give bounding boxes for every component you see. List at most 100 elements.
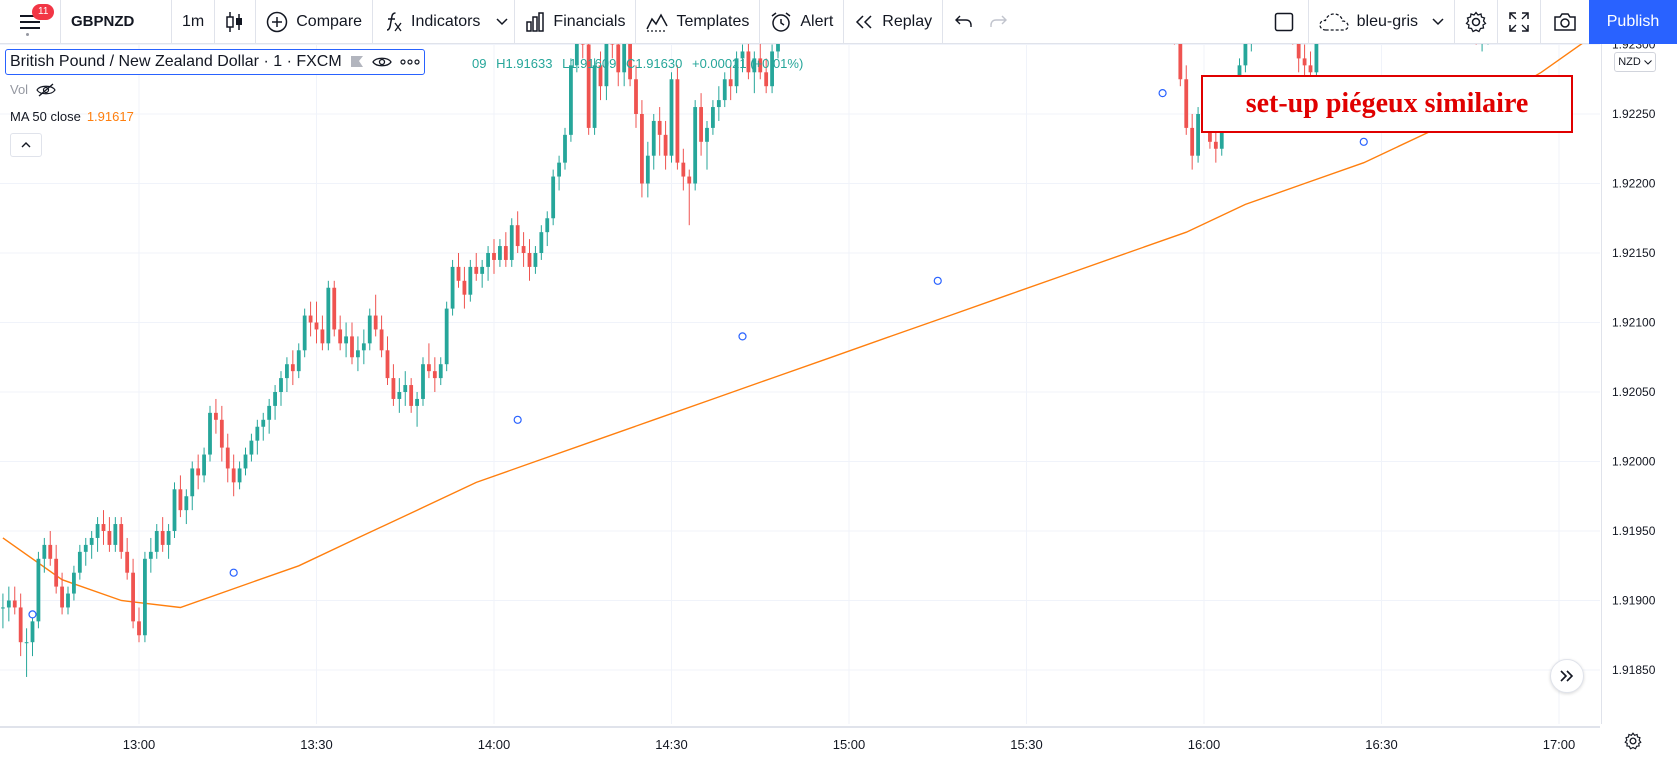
indicators-dropdown-button[interactable] [490,0,514,44]
candle-body [66,593,70,608]
candle [432,357,437,392]
symbol-search-button[interactable]: GBPNZD [71,13,135,30]
candle [113,517,118,552]
fullscreen-button[interactable] [1498,0,1540,44]
flag-button[interactable] [350,55,364,69]
candle [592,58,597,135]
financials-label: Financials [553,12,626,30]
chart-pane[interactable] [0,44,1600,724]
price-chart[interactable] [0,44,1600,724]
candle [296,343,301,379]
collapse-legend-button[interactable] [10,133,42,157]
volume-legend[interactable]: Vol [10,82,56,97]
candle-body [450,266,455,309]
candle-body [338,329,343,344]
annotation-textbox[interactable]: set-up piégeux similaire [1201,75,1573,133]
candle [1190,114,1195,170]
main-menu-button[interactable]: 11 [0,0,60,44]
candle-body [545,218,550,233]
toolbar-divider [1497,0,1498,44]
redo-button[interactable] [981,0,1015,44]
ma-legend[interactable]: MA 50 close 1.91617 [10,109,134,124]
candle [373,294,378,337]
axis-settings-button[interactable] [1624,732,1642,755]
plus-circle-icon [266,11,288,32]
alert-button[interactable]: Alert [760,0,843,44]
candle [486,246,490,281]
candle-body [462,280,467,295]
undo-button[interactable] [943,0,981,44]
replay-button[interactable]: Replay [844,0,942,44]
templates-button[interactable]: Templates [636,0,759,44]
settings-button[interactable] [1455,0,1497,44]
candle [36,551,41,629]
eye-crossed-icon[interactable] [36,83,56,97]
candle-body [137,621,141,636]
candle-body [456,266,461,281]
candle [580,44,585,59]
indicators-button[interactable]: Indicators [373,0,490,44]
candle-body [480,266,485,274]
cloud-icon [1318,13,1349,31]
candle-body [196,468,201,476]
candle-body [699,107,703,142]
candle [728,65,733,101]
candle [557,155,561,191]
candle-body [533,253,538,267]
candle [545,211,550,247]
candle-body [640,114,644,184]
candle-body [391,378,396,399]
layout-manager-button[interactable]: bleu-gris [1309,0,1454,44]
candle [468,259,473,302]
candle [574,44,579,73]
financials-button[interactable]: Financials [515,0,635,44]
compare-button[interactable]: Compare [256,0,372,44]
top-toolbar: 11 GBPNZD 1m Compare Indicators [0,0,1677,44]
candle [219,405,224,462]
candle-body [1213,141,1218,149]
fullscreen-layout-button[interactable] [1260,0,1308,44]
chevron-up-icon [21,142,31,148]
candle-body [308,315,313,323]
toolbar-divider [372,0,374,44]
menu-dot-indicator [26,32,29,36]
candle [645,141,650,198]
candle-body [521,246,526,253]
candle-body [208,412,212,455]
candle [12,586,17,615]
chart-type-button[interactable] [215,0,255,44]
time-axis-scale: 13:00 13:30 14:00 14:30 15:00 15:30 16:00 16:30… [0,727,1600,752]
visibility-button[interactable] [371,55,392,69]
time-axis[interactable]: 13:00 13:30 14:00 14:30 15:00 15:30 16:00 16:30… [0,726,1600,759]
candle [344,322,348,358]
price-tick-label: 1.91850 [1612,663,1656,677]
trade-marker [28,610,37,619]
candle-body [764,72,769,87]
candle [391,364,396,406]
candle [255,419,260,455]
candle-body [255,426,260,441]
candle-body [326,287,331,344]
candle-body [1178,44,1183,80]
candle [734,51,739,94]
candle-body [184,496,189,511]
price-tick-label: 1.92150 [1612,246,1656,260]
candle [261,412,266,441]
more-options-button[interactable] [400,59,420,65]
candle-body [344,336,348,344]
scroll-to-realtime-button[interactable] [1550,659,1584,693]
interval-button[interactable]: 1m [182,12,205,30]
candle-body [1196,114,1200,156]
symbol-legend[interactable]: British Pound / New Zealand Dollar · 1 ·… [5,49,425,75]
candle-body [214,412,218,420]
price-axis[interactable]: 1.927501.927001.926501.926001.925501.925… [1601,38,1677,724]
candle-body [148,551,153,559]
currency-selector[interactable]: NZD [1614,52,1656,72]
candle [640,100,644,198]
candle-body [95,524,100,538]
notification-badge: 11 [32,3,55,20]
publish-button[interactable]: Publish [1589,0,1677,44]
snapshot-button[interactable] [1541,0,1589,44]
candle-body [72,572,76,594]
bar-chart-icon [526,11,545,32]
